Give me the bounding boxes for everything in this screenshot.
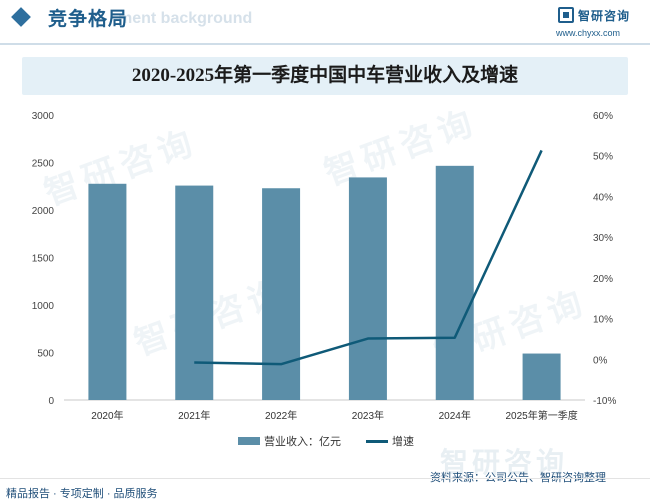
legend-item-growth: 增速 — [366, 433, 414, 449]
brand-logo-icon — [558, 7, 574, 23]
bar-revenue — [435, 165, 474, 400]
header-divider — [0, 43, 650, 45]
legend-swatch-line — [366, 439, 388, 443]
section-ghost-text: ment background — [118, 10, 253, 27]
y-right-tick-label: 40% — [593, 192, 613, 203]
bar-revenue — [262, 188, 301, 400]
line-growth — [194, 149, 543, 366]
y-right-tick-label: 20% — [593, 274, 613, 285]
y-left-tick-label: 500 — [37, 349, 54, 360]
brand-url: www.chyxx.com — [556, 28, 621, 38]
y-right-tick-label: -10% — [593, 396, 616, 407]
legend-swatch-bar — [238, 437, 260, 445]
x-tick-label: 2023年 — [352, 409, 384, 422]
y-left-tick-label: 3000 — [32, 111, 55, 122]
bar-revenue — [348, 177, 387, 400]
x-tick-label: 2025年第一季度 — [505, 409, 577, 422]
footer-watermark: 智研咨询 — [440, 447, 569, 478]
brand-name: 智研咨询 — [578, 8, 631, 23]
legend-item-revenue: 营业收入：亿元 — [238, 433, 341, 449]
y-right-tick-label: 60% — [593, 111, 613, 122]
bar-revenue — [175, 185, 214, 400]
x-tick-label: 2021年 — [178, 409, 210, 422]
x-tick-label: 2022年 — [265, 409, 297, 422]
y-right-tick-label: 10% — [593, 315, 613, 326]
y-right-tick-label: 30% — [593, 233, 613, 244]
chart-title-band: 2020-2025年第一季度中国中车营业收入及增速 — [22, 57, 628, 95]
y-left-tick-label: 1500 — [32, 254, 55, 265]
y-left-tick-label: 2000 — [32, 206, 55, 217]
page-header: ment background 竞争格局 智研咨询 www.chyxx.com — [0, 0, 650, 40]
y-right-tick-label: 50% — [593, 152, 613, 163]
source-text: 资料来源：公司公告、智研咨询整理 — [430, 472, 606, 484]
chart-legend: 营业收入：亿元 增速 — [0, 433, 650, 449]
x-tick-label: 2020年 — [91, 409, 123, 422]
chart-title: 2020-2025年第一季度中国中车营业收入及增速 — [131, 65, 519, 86]
legend-label-revenue: 营业收入：亿元 — [264, 436, 341, 448]
y-right-tick-label: 0% — [593, 355, 608, 366]
footer-divider — [0, 478, 650, 479]
y-left-tick-label: 0 — [48, 396, 54, 407]
x-tick-label: 2024年 — [439, 409, 471, 422]
y-left-tick-label: 2500 — [32, 159, 55, 170]
legend-label-growth: 增速 — [392, 436, 414, 448]
section-title: 竞争格局 — [48, 9, 129, 30]
bar-revenue — [88, 183, 127, 400]
footer-tagline: 精品报告 · 专项定制 · 品质服务 — [6, 488, 158, 500]
bar-revenue — [522, 353, 561, 400]
brand-logo-group: 智研咨询 — [558, 6, 630, 24]
y-left-tick-label: 1000 — [32, 301, 55, 312]
